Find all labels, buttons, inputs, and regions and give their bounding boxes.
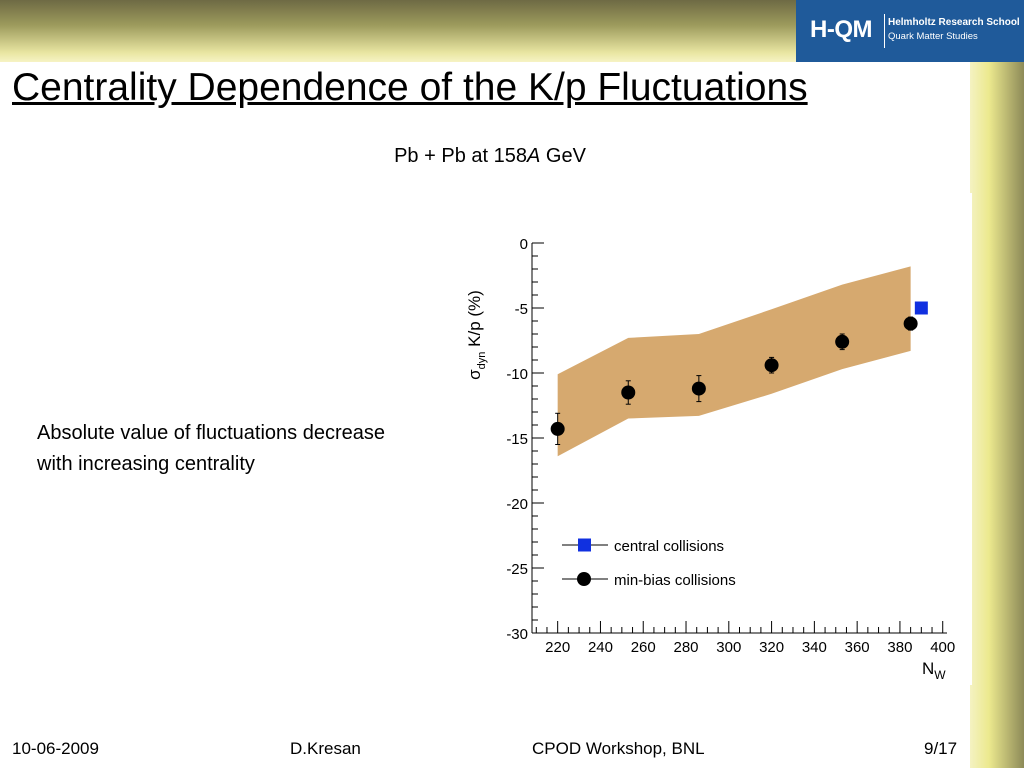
logo-main-text: H-QM — [810, 16, 872, 43]
x-tick-label: 280 — [674, 639, 699, 656]
fluctuation-chart: 0 -5 -10 -15 -20 -25 -30 220 240 260 280 300 320 340 3… — [465, 236, 955, 682]
x-tick-label: 400 — [930, 639, 955, 656]
y-tick-label: 0 — [520, 236, 528, 253]
y-tick-label: -20 — [506, 496, 528, 513]
subtitle-prefix: Pb + Pb at 158 — [394, 145, 527, 167]
x-tick-label: 360 — [845, 639, 870, 656]
collision-system-subtitle: Pb + Pb at 158A GeV — [0, 145, 980, 168]
min-bias-point — [550, 421, 565, 436]
legend-square-marker — [578, 538, 591, 552]
footer-page-number: 9/17 — [924, 739, 958, 758]
legend-label: min-bias collisions — [614, 572, 736, 589]
legend-label: central collisions — [614, 538, 724, 555]
x-tick-label: 320 — [759, 639, 784, 656]
logo-school-name: Helmholtz Research School — [888, 17, 1020, 28]
footer-event: CPOD Workshop, BNL — [532, 739, 705, 758]
legend-circle-marker — [577, 572, 591, 586]
min-bias-point — [621, 385, 636, 400]
x-tick-label: 240 — [588, 639, 613, 656]
logo-separator — [884, 14, 885, 48]
footer-date: 10-06-2009 — [12, 739, 99, 758]
side-band — [970, 62, 1024, 768]
x-tick-label: 300 — [716, 639, 741, 656]
x-tick-label: 220 — [545, 639, 570, 656]
x-tick-label: 340 — [802, 639, 827, 656]
min-bias-point — [764, 358, 779, 373]
subtitle-italic: A — [526, 145, 541, 167]
central-collision-point — [914, 301, 928, 315]
y-tick-label: -15 — [506, 431, 528, 448]
slide-title: Centrality Dependence of the K/p Fluctua… — [12, 66, 808, 109]
min-bias-point — [903, 316, 918, 331]
hqm-logo: H-QM Helmholtz Research School Quark Mat… — [796, 0, 1024, 62]
min-bias-point — [835, 334, 850, 349]
x-tick-label: 380 — [887, 639, 912, 656]
subtitle-suffix: GeV — [540, 145, 586, 167]
min-bias-point — [691, 381, 706, 396]
footer-author: D.Kresan — [290, 739, 361, 758]
bullet-text: Absolute value of fluctuations decrease … — [37, 422, 385, 475]
y-tick-label: -5 — [515, 301, 528, 318]
systematic-band — [557, 266, 911, 457]
y-tick-label: -30 — [506, 626, 528, 643]
x-axis-title: NW — [922, 659, 946, 682]
y-tick-label: -10 — [506, 366, 528, 383]
y-tick-label: -25 — [506, 561, 528, 578]
y-axis-title: σdyn K/p (%) — [465, 290, 488, 380]
logo-school-subtitle: Quark Matter Studies — [888, 31, 978, 42]
x-tick-label: 260 — [631, 639, 656, 656]
